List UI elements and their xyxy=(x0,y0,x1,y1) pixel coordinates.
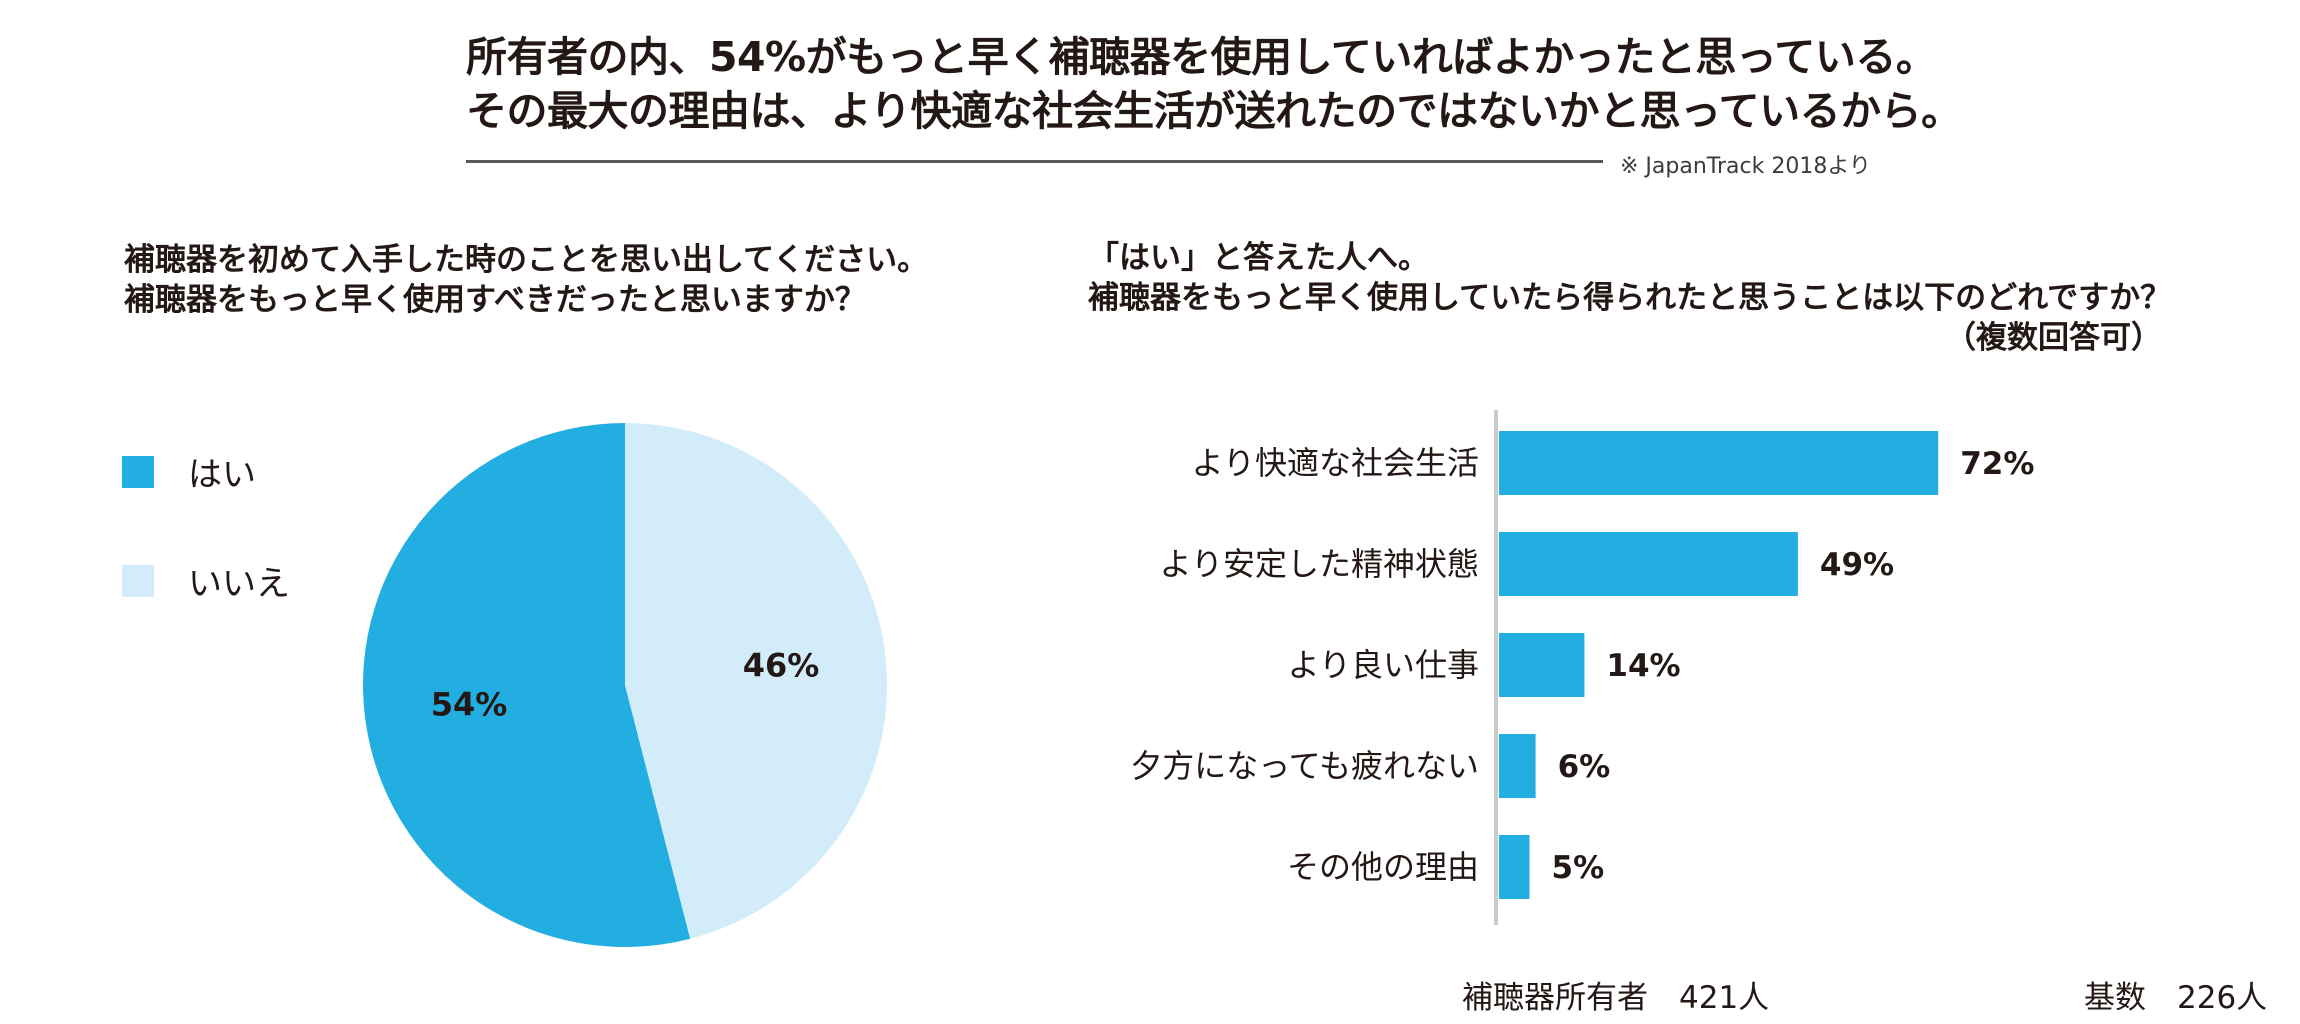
legend-label-no: いいえ xyxy=(188,564,290,604)
bar-value-label-3: 6% xyxy=(1558,749,1611,785)
left-base-count: 補聴器所有者 421人 xyxy=(1462,980,1770,1016)
headline-rule xyxy=(466,160,1603,163)
left-question-line-1: 補聴器を初めて入手した時のことを思い出してください。 xyxy=(124,242,929,278)
source-note: ※ JapanTrack 2018より xyxy=(1620,154,1871,179)
bar-4 xyxy=(1499,835,1530,899)
bar-2 xyxy=(1499,633,1585,697)
headline: 所有者の内、54%がもっと早く補聴器を使用していればよかったと思っている。 その… xyxy=(466,30,1962,138)
pie-label-no: 46% xyxy=(743,646,820,684)
right-base-count: 基数 226人 xyxy=(2084,980,2268,1016)
bar-0 xyxy=(1499,431,1939,495)
right-question-line-1: 「はい」と答えた人へ。 xyxy=(1088,240,1429,276)
bar-category-label-2: より良い仕事 xyxy=(1288,646,1479,684)
pie-label-yes: 54% xyxy=(431,686,508,724)
pie-slice-yes xyxy=(363,423,691,947)
pie-slice-no xyxy=(625,423,888,939)
legend-item-no: いいえ xyxy=(122,556,290,605)
headline-line-2: その最大の理由は、より快適な社会生活が送れたのではないかと思っているから。 xyxy=(466,87,1962,135)
right-question: 「はい」と答えた人へ。 補聴器をもっと早く使用していたら得られたと思うことは以下… xyxy=(1088,238,2171,358)
pie-chart: 54% 46% xyxy=(363,423,888,947)
legend-swatch-yes xyxy=(122,455,154,488)
bar-value-label-4: 5% xyxy=(1552,850,1605,886)
bar-1 xyxy=(1499,532,1798,596)
right-question-note: （複数回答可） xyxy=(1945,320,2162,356)
legend-label-yes: はい xyxy=(188,455,256,495)
right-question-line-2: 補聴器をもっと早く使用していたら得られたと思うことは以下のどれですか？ xyxy=(1088,280,2172,316)
bar-value-label-0: 72% xyxy=(1960,446,2034,482)
bar-3 xyxy=(1499,734,1536,798)
bar-category-label-4: その他の理由 xyxy=(1287,848,1479,886)
left-question: 補聴器を初めて入手した時のことを思い出してください。 補聴器をもっと早く使用すべ… xyxy=(124,240,928,320)
left-question-line-2: 補聴器をもっと早く使用すべきだったと思いますか？ xyxy=(124,282,866,318)
bar-category-label-1: より安定した精神状態 xyxy=(1160,545,1479,583)
bar-value-label-2: 14% xyxy=(1606,648,1680,684)
legend-swatch-no xyxy=(122,564,154,597)
bar-category-label-3: 夕方になっても疲れない xyxy=(1130,747,1479,785)
bar-chart: より快適な社会生活 72% より安定した精神状態 49% より良い仕事 14% 夕方になって… xyxy=(1130,410,2034,925)
legend-item-yes: はい xyxy=(122,447,256,496)
headline-line-1: 所有者の内、54%がもっと早く補聴器を使用していればよかったと思っている。 xyxy=(466,33,1937,81)
bar-category-label-0: より快適な社会生活 xyxy=(1192,444,1479,482)
bar-value-label-1: 49% xyxy=(1820,547,1894,583)
